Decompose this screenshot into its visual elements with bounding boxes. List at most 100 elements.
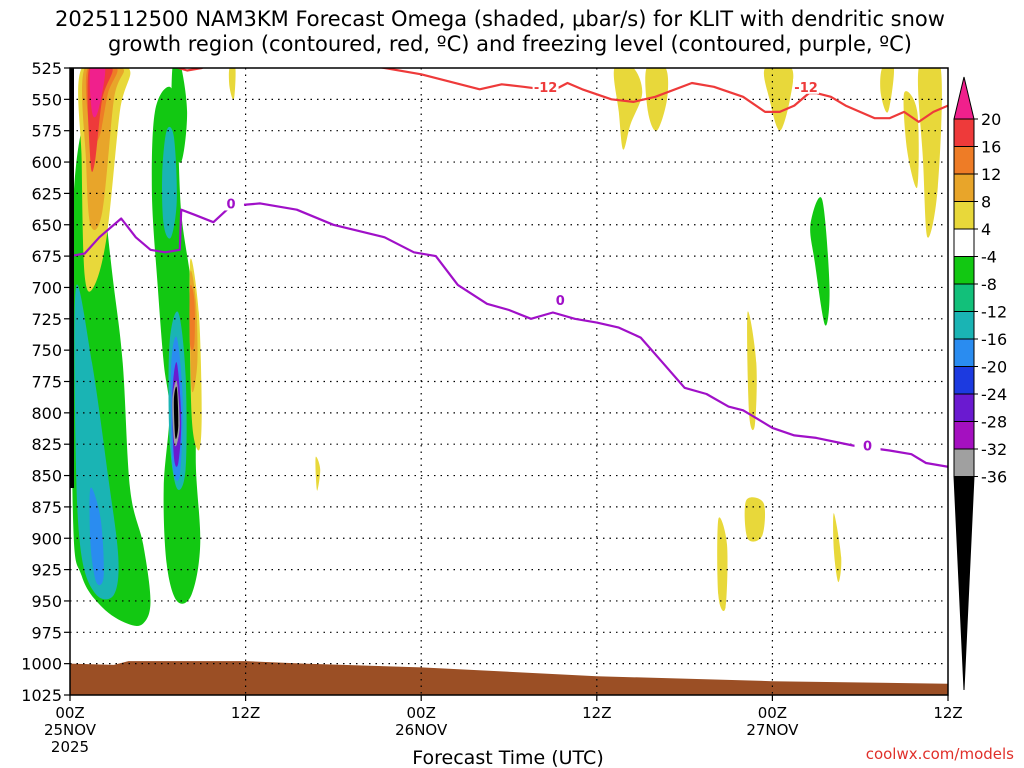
left-edge-bar: [70, 68, 74, 488]
y-tick-label: 525: [31, 59, 62, 78]
contour-label-bg: [532, 78, 559, 94]
contour-label-bg: [793, 78, 820, 94]
contour-label-bg: [547, 291, 574, 307]
x-tick-date-label: 26NOV: [395, 721, 448, 739]
y-tick-label: 775: [31, 373, 62, 392]
colorbar-label: 8: [981, 193, 991, 212]
colorbar-bin: [953, 283, 975, 312]
dendritic-contour-line: [174, 68, 948, 123]
gridlines: [70, 68, 948, 695]
y-tick-label: 1000: [21, 655, 62, 674]
y-tick-label: 725: [31, 310, 62, 329]
omega-region: [645, 68, 669, 131]
colorbar-bin: [953, 76, 975, 120]
contour-label-bg: [217, 195, 244, 211]
x-tick-label: 00Z: [758, 704, 787, 722]
colorbar-label: -28: [981, 413, 1007, 432]
omega-region: [833, 513, 842, 583]
y-tick-label: 975: [31, 623, 62, 642]
x-axis-label: Forecast Time (UTC): [412, 747, 603, 768]
terrain-fill: [70, 661, 948, 695]
x-tick-label: 12Z: [231, 704, 260, 722]
colorbar-label: 12: [981, 165, 1001, 184]
colorbar: 20 16 12 8 4 -4 -8 -12 -16 -20 -24 -28 -32 -36: [953, 76, 1007, 691]
y-tick-label: 625: [31, 184, 62, 203]
colorbar-bin: [953, 311, 975, 340]
omega-region: [74, 284, 119, 600]
credit-text: coolwx.com/models: [866, 745, 1014, 763]
omega-region: [228, 68, 236, 100]
contour-label: -12: [534, 81, 558, 96]
colorbar-bin: [953, 476, 975, 691]
colorbar-label: -16: [981, 330, 1007, 349]
colorbar-bin: [953, 201, 975, 230]
omega-region: [717, 517, 728, 611]
x-tick-label: 12Z: [933, 704, 962, 722]
plot-area: [70, 68, 948, 695]
y-tick-label: 700: [31, 278, 62, 297]
y-tick-label: 875: [31, 498, 62, 517]
freezing-level-contour-line: [70, 202, 948, 468]
colorbar-label: -4: [981, 248, 997, 267]
contour-label: 0: [556, 294, 565, 309]
colorbar-label: -36: [981, 468, 1007, 487]
y-tick-label: 850: [31, 467, 62, 486]
y-tick-label: 675: [31, 247, 62, 266]
contour-lines: [70, 68, 948, 468]
omega-shading: [71, 68, 942, 626]
x-tick-year-label: 2025: [51, 738, 89, 756]
y-tick-label: 800: [31, 404, 62, 423]
colorbar-bin: [953, 366, 975, 395]
colorbar-bin: [953, 118, 975, 147]
colorbar-label: -20: [981, 358, 1007, 377]
colorbar-label: -8: [981, 275, 997, 294]
colorbar-label: -24: [981, 385, 1007, 404]
colorbar-bin: [953, 338, 975, 367]
contour-label: 0: [226, 197, 235, 212]
contour-label: 0: [863, 439, 872, 454]
omega-region: [747, 311, 757, 431]
omega-region: [89, 487, 104, 586]
y-tick-label: 825: [31, 435, 62, 454]
contour-label: -12: [794, 81, 818, 96]
omega-region: [171, 68, 188, 163]
colorbar-bin: [953, 146, 975, 175]
colorbar-bin: [953, 448, 975, 477]
terrain-layer: [70, 661, 948, 695]
omega-region: [613, 68, 643, 150]
contour-label-bg: [854, 437, 881, 453]
omega-region: [189, 284, 195, 351]
colorbar-label: 20: [981, 110, 1001, 129]
y-tick-label: 600: [31, 153, 62, 172]
colorbar-label: -12: [981, 303, 1007, 322]
y-tick-label: 950: [31, 592, 62, 611]
colorbar-bin: [953, 173, 975, 202]
colorbar-bin: [953, 228, 975, 257]
y-tick-label: 925: [31, 561, 62, 580]
omega-region: [162, 126, 177, 239]
y-tick-label: 1025: [21, 686, 62, 705]
colorbar-label: -32: [981, 440, 1007, 459]
y-tick-label: 750: [31, 341, 62, 360]
omega-region: [173, 386, 179, 440]
x-tick-label: 12Z: [582, 704, 611, 722]
x-tick-date-label: 27NOV: [746, 721, 799, 739]
colorbar-bin: [953, 393, 975, 422]
omega-region: [89, 68, 106, 118]
y-tick-label: 550: [31, 90, 62, 109]
colorbar-label: 4: [981, 220, 991, 239]
contour-labels: -12 -12 0 0 0: [217, 78, 881, 454]
omega-region: [744, 497, 766, 542]
omega-region: [315, 456, 321, 491]
y-tick-label: 575: [31, 122, 62, 141]
chart-title-line-2: growth region (contoured, red, ºC) and f…: [108, 32, 912, 56]
colorbar-label: 16: [981, 138, 1001, 157]
chart-title-line-1: 2025112500 NAM3KM Forecast Omega (shaded…: [55, 7, 945, 31]
x-tick-label: 00Z: [407, 704, 436, 722]
omega-region: [880, 68, 894, 113]
colorbar-bin: [953, 421, 975, 450]
colorbar-bin: [953, 256, 975, 285]
omega-region: [810, 197, 830, 326]
y-tick-label: 650: [31, 216, 62, 235]
